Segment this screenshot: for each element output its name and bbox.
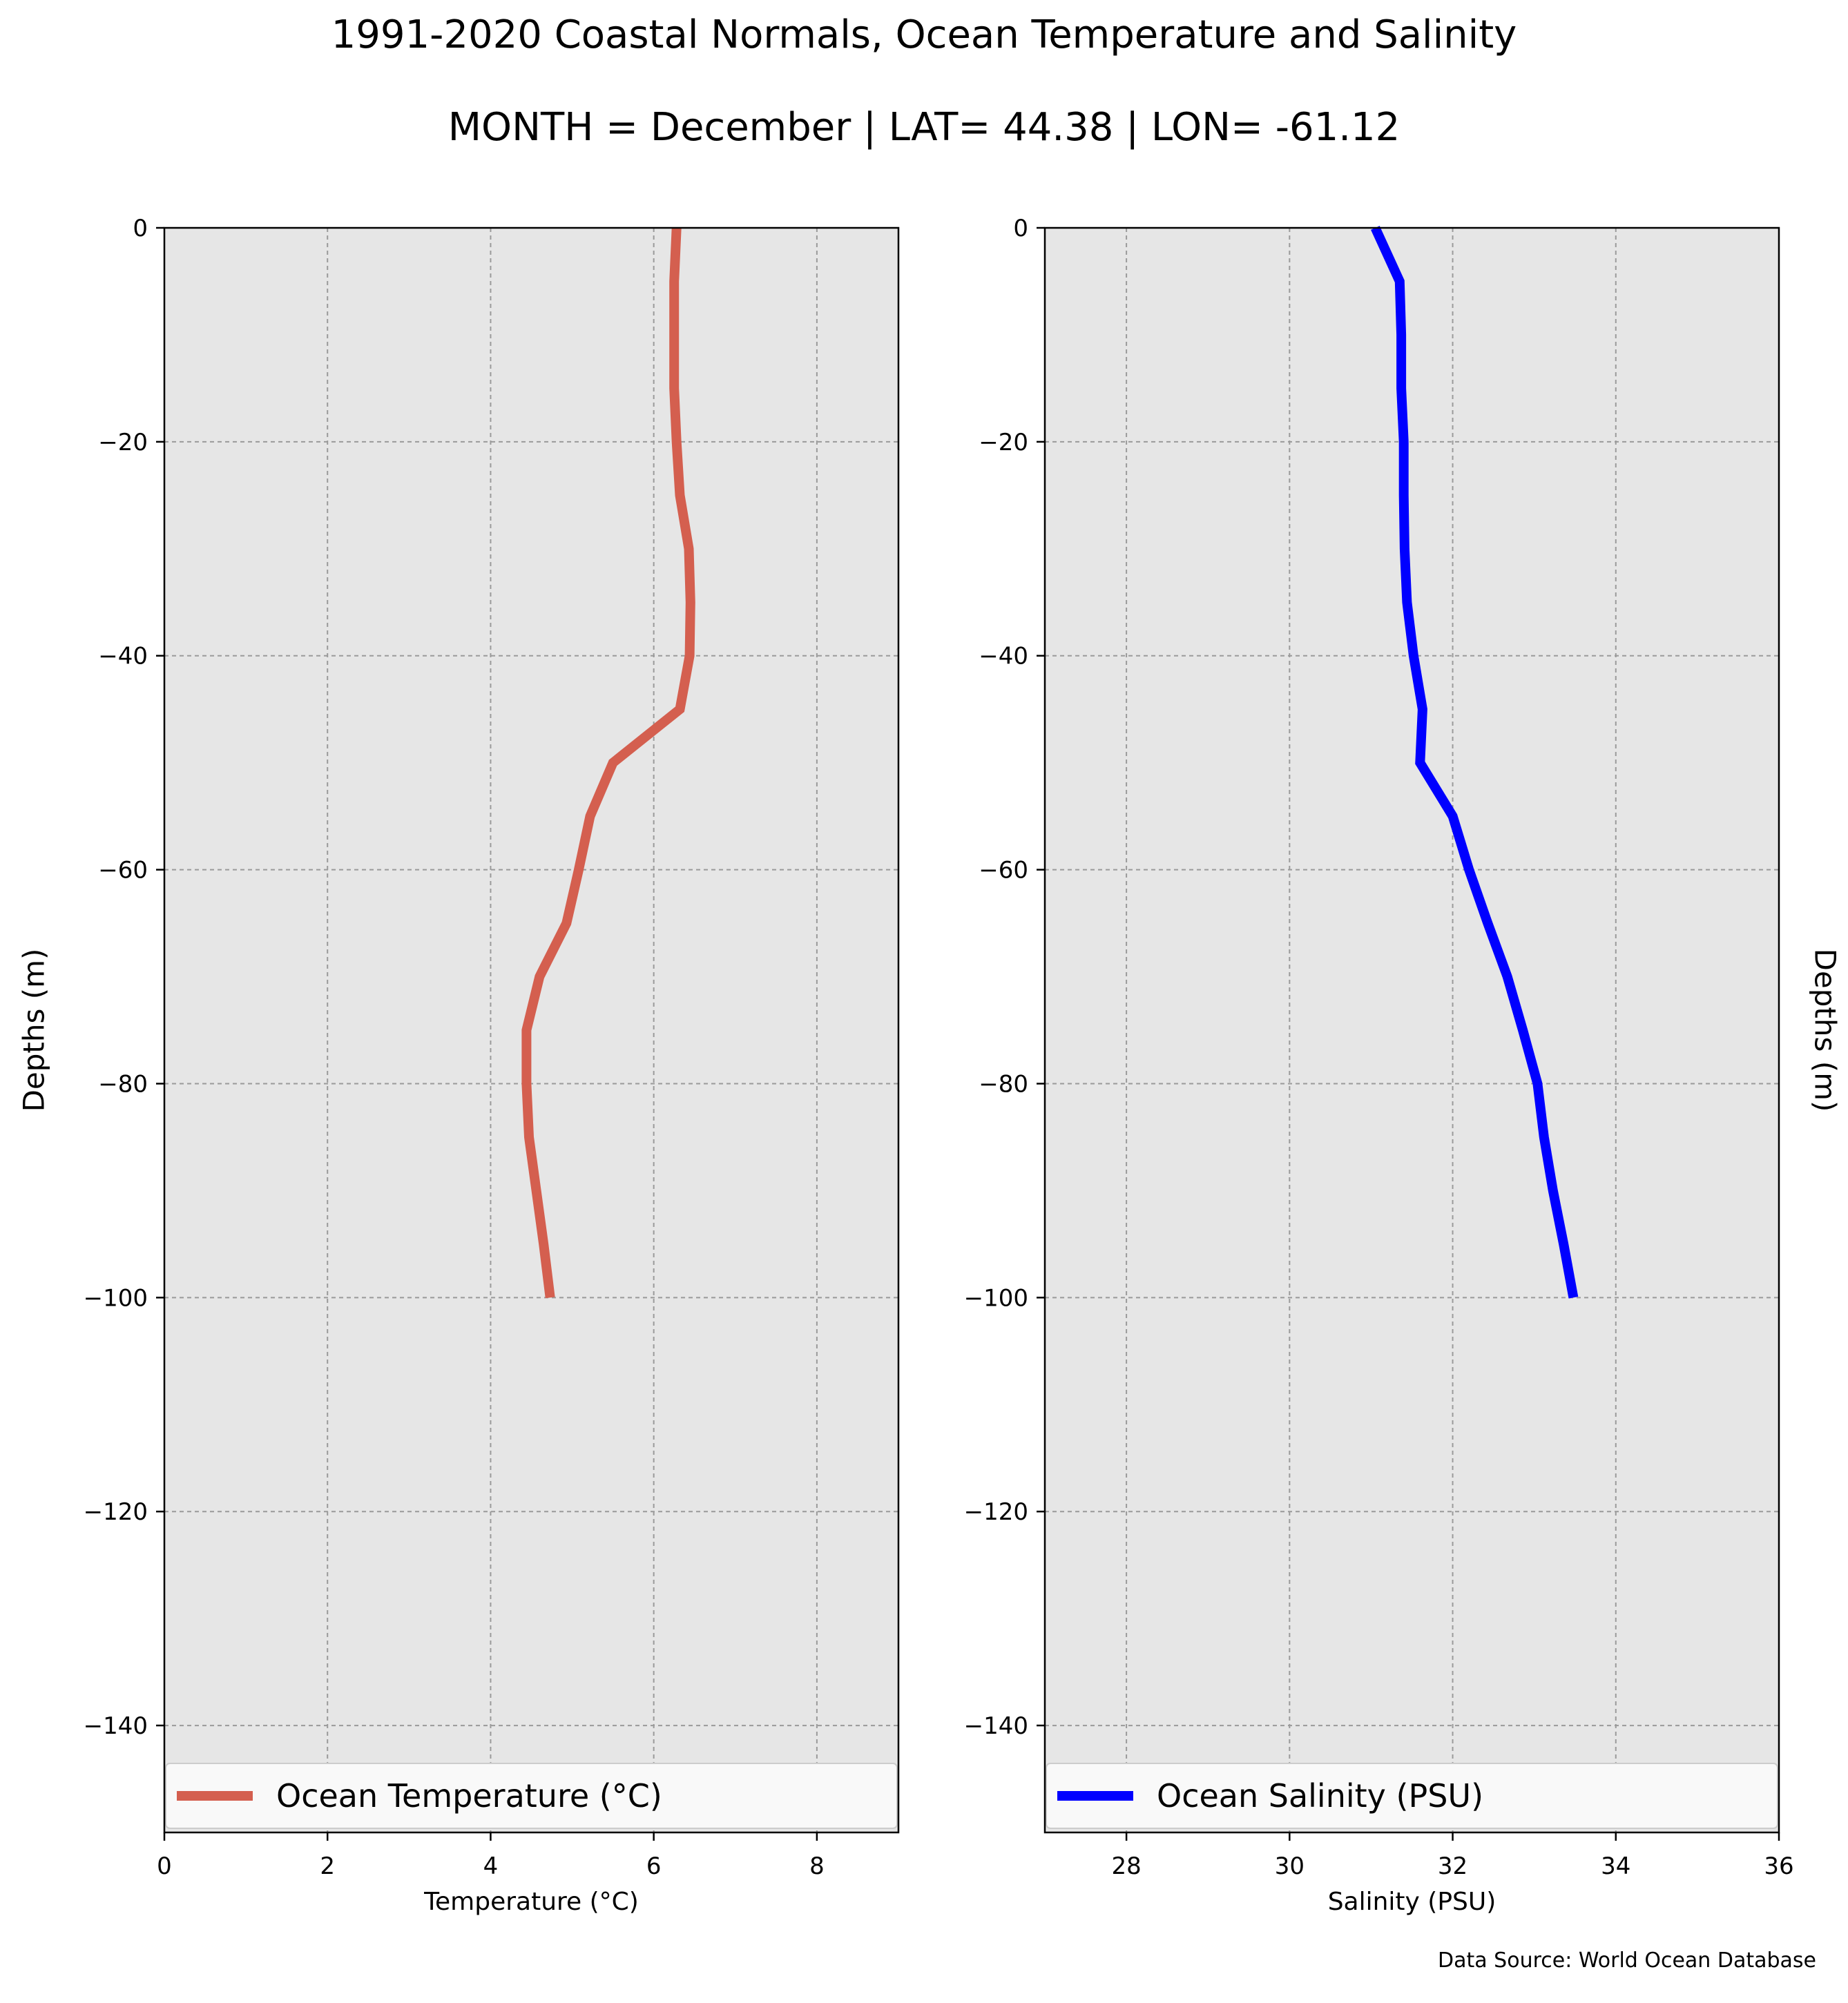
series-line-0 bbox=[1371, 226, 1579, 1299]
y-tick-label: −20 bbox=[979, 429, 1028, 456]
plot-background bbox=[1045, 228, 1779, 1832]
y-tick-label: 0 bbox=[133, 215, 148, 242]
y-tick-label: −140 bbox=[964, 1712, 1028, 1740]
salinity-panel: Ocean Salinity (PSU) 28 30 32 34 36 0 −20 −40 −60… bbox=[964, 215, 1842, 1916]
x-tick-label: 2 bbox=[320, 1852, 335, 1880]
temperature-panel: Ocean Temperature (°C) 0 2 4 6 8 0 −20 −40 −60 −80… bbox=[17, 215, 900, 1916]
x-tick-label: 32 bbox=[1438, 1852, 1467, 1880]
y-tick-label: −60 bbox=[98, 857, 148, 884]
y-tick-label: −60 bbox=[979, 857, 1028, 884]
x-axis-label: Salinity (PSU) bbox=[1328, 1888, 1496, 1916]
y-tick-label: −80 bbox=[979, 1070, 1028, 1098]
legend-label: Ocean Temperature (°C) bbox=[276, 1777, 662, 1815]
x-tick-label: 34 bbox=[1601, 1852, 1630, 1880]
x-tick-label: 0 bbox=[157, 1852, 172, 1880]
y-tick-label: −120 bbox=[964, 1498, 1028, 1526]
y-tick-label: −80 bbox=[98, 1070, 148, 1098]
y-tick-label: 0 bbox=[1013, 215, 1028, 242]
chart-subtitle: MONTH = December | LAT= 44.38 | LON= -61… bbox=[447, 105, 1401, 150]
y-tick-label: −40 bbox=[98, 643, 148, 670]
x-tick-label: 36 bbox=[1764, 1852, 1793, 1880]
y-tick-label: −20 bbox=[98, 429, 148, 456]
legend-label: Ocean Salinity (PSU) bbox=[1157, 1777, 1483, 1815]
x-tick-label: 30 bbox=[1275, 1852, 1305, 1880]
x-axis-label: Temperature (°C) bbox=[423, 1888, 639, 1916]
data-source-note: Data Source: World Ocean Database bbox=[1438, 1948, 1816, 1973]
x-tick-label: 4 bbox=[483, 1852, 499, 1880]
x-tick-label: 6 bbox=[646, 1852, 662, 1880]
y-axis-label: Depths (m) bbox=[1809, 949, 1842, 1112]
axes-frame bbox=[1043, 226, 1780, 1834]
y-tick-label: −40 bbox=[979, 643, 1028, 670]
legend-box bbox=[165, 1763, 898, 1829]
x-tick-label: 8 bbox=[809, 1852, 825, 1880]
y-axis-label: Depths (m) bbox=[17, 949, 51, 1112]
axes-frame bbox=[163, 226, 900, 1834]
y-tick-label: −100 bbox=[84, 1284, 148, 1312]
legend-box bbox=[1046, 1763, 1778, 1829]
y-tick-label: −120 bbox=[84, 1498, 148, 1526]
y-tick-label: −140 bbox=[84, 1712, 148, 1740]
series-line-0 bbox=[521, 227, 695, 1299]
x-tick-label: 28 bbox=[1111, 1852, 1141, 1880]
y-tick-label: −100 bbox=[964, 1284, 1028, 1312]
chart-title: 1991-2020 Coastal Normals, Ocean Tempera… bbox=[331, 12, 1517, 57]
